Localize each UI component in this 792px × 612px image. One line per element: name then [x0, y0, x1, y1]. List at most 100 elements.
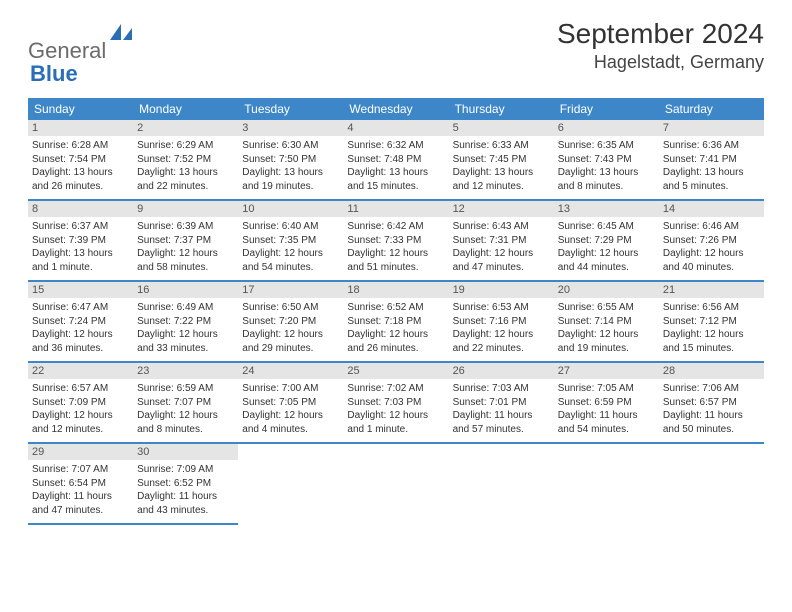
weekday-label: Thursday — [449, 98, 554, 120]
day-details: Sunrise: 6:52 AMSunset: 7:18 PMDaylight:… — [347, 301, 444, 355]
day-cell: 15Sunrise: 6:47 AMSunset: 7:24 PMDayligh… — [28, 282, 133, 361]
sunrise-text: Sunrise: 6:46 AM — [663, 220, 760, 234]
day-details: Sunrise: 6:36 AMSunset: 7:41 PMDaylight:… — [663, 139, 760, 193]
day-cell: 12Sunrise: 6:43 AMSunset: 7:31 PMDayligh… — [449, 201, 554, 280]
location: Hagelstadt, Germany — [557, 52, 764, 73]
sunrise-text: Sunrise: 6:52 AM — [347, 301, 444, 315]
daylight-text: Daylight: 13 hours and 15 minutes. — [347, 166, 444, 193]
month-title: September 2024 — [557, 18, 764, 50]
daylight-text: Daylight: 12 hours and 40 minutes. — [663, 247, 760, 274]
day-number: 20 — [554, 282, 659, 298]
sunrise-text: Sunrise: 6:56 AM — [663, 301, 760, 315]
day-cell: 24 Sunrise: 7:00 AMSunset: 7:05 PMDayligh… — [238, 363, 343, 442]
daylight-text: Daylight: 13 hours and 1 minute. — [32, 247, 129, 274]
sunrise-text: Sunrise: 6:57 AM — [32, 382, 129, 396]
day-cell: 27Sunrise: 7:05 AMSunset: 6:59 PMDayligh… — [554, 363, 659, 442]
day-details: Sunrise: 6:32 AMSunset: 7:48 PMDaylight:… — [347, 139, 444, 193]
day-cell: 8Sunrise: 6:37 AMSunset: 7:39 PMDaylight… — [28, 201, 133, 280]
day-number: 24 — [238, 363, 343, 379]
day-details: Sunrise: 6:57 AMSunset: 7:09 PMDaylight:… — [32, 382, 129, 436]
sunrise-text: Sunrise: 6:43 AM — [453, 220, 550, 234]
week-row: 1Sunrise: 6:28 AMSunset: 7:54 PMDaylight… — [28, 120, 764, 201]
sunrise-text: Sunrise: 7:00 AM — [242, 382, 339, 396]
daylight-text: Daylight: 12 hours and 19 minutes. — [558, 328, 655, 355]
day-cell: 13Sunrise: 6:45 AMSunset: 7:29 PMDayligh… — [554, 201, 659, 280]
day-cell: 23 Sunrise: 6:59 AMSunset: 7:07 PMDayligh… — [133, 363, 238, 442]
day-number: 2 — [133, 120, 238, 136]
day-cell: 17Sunrise: 6:50 AMSunset: 7:20 PMDayligh… — [238, 282, 343, 361]
day-number: 28 — [659, 363, 764, 379]
day-number: 13 — [554, 201, 659, 217]
day-details: Sunrise: 6:35 AMSunset: 7:43 PMDaylight:… — [558, 139, 655, 193]
day-cell: 21Sunrise: 6:56 AMSunset: 7:12 PMDayligh… — [659, 282, 764, 361]
day-cell: 19Sunrise: 6:53 AMSunset: 7:16 PMDayligh… — [449, 282, 554, 361]
sunset-text: Sunset: 6:57 PM — [663, 396, 760, 410]
day-details: Sunrise: 6:42 AMSunset: 7:33 PMDaylight:… — [347, 220, 444, 274]
sunrise-text: Sunrise: 6:37 AM — [32, 220, 129, 234]
day-number: 30 — [133, 444, 238, 460]
day-number: 12 — [449, 201, 554, 217]
daylight-text: Daylight: 12 hours and 4 minutes. — [242, 409, 339, 436]
day-details: Sunrise: 6:53 AMSunset: 7:16 PMDaylight:… — [453, 301, 550, 355]
sunset-text: Sunset: 7:14 PM — [558, 315, 655, 329]
daylight-text: Daylight: 13 hours and 12 minutes. — [453, 166, 550, 193]
daylight-text: Daylight: 12 hours and 15 minutes. — [663, 328, 760, 355]
sunrise-text: Sunrise: 6:49 AM — [137, 301, 234, 315]
daylight-text: Daylight: 12 hours and 58 minutes. — [137, 247, 234, 274]
day-details: Sunrise: 7:06 AMSunset: 6:57 PMDaylight:… — [663, 382, 760, 436]
sunset-text: Sunset: 6:59 PM — [558, 396, 655, 410]
day-details: Sunrise: 6:55 AMSunset: 7:14 PMDaylight:… — [558, 301, 655, 355]
sunrise-text: Sunrise: 6:55 AM — [558, 301, 655, 315]
daylight-text: Daylight: 12 hours and 36 minutes. — [32, 328, 129, 355]
sunset-text: Sunset: 7:18 PM — [347, 315, 444, 329]
sunset-text: Sunset: 7:45 PM — [453, 153, 550, 167]
day-details: Sunrise: 6:46 AMSunset: 7:26 PMDaylight:… — [663, 220, 760, 274]
daylight-text: Daylight: 13 hours and 22 minutes. — [137, 166, 234, 193]
sunset-text: Sunset: 7:35 PM — [242, 234, 339, 248]
sunset-text: Sunset: 7:05 PM — [242, 396, 339, 410]
logo-text-blue: Blue — [30, 61, 78, 86]
day-details: Sunrise: 6:29 AMSunset: 7:52 PMDaylight:… — [137, 139, 234, 193]
day-details: Sunrise: 7:00 AMSunset: 7:05 PMDaylight:… — [242, 382, 339, 436]
sunset-text: Sunset: 7:43 PM — [558, 153, 655, 167]
daylight-text: Daylight: 13 hours and 19 minutes. — [242, 166, 339, 193]
calendar: Sunday Monday Tuesday Wednesday Thursday… — [28, 98, 764, 525]
day-cell: 6Sunrise: 6:35 AMSunset: 7:43 PMDaylight… — [554, 120, 659, 199]
daylight-text: Daylight: 11 hours and 57 minutes. — [453, 409, 550, 436]
weekday-label: Tuesday — [238, 98, 343, 120]
week-row: 29 Sunrise: 7:07 AMSunset: 6:54 PMDayligh… — [28, 444, 764, 525]
sunset-text: Sunset: 7:37 PM — [137, 234, 234, 248]
sunrise-text: Sunrise: 7:03 AM — [453, 382, 550, 396]
day-details: Sunrise: 7:03 AMSunset: 7:01 PMDaylight:… — [453, 382, 550, 436]
day-cell: 5Sunrise: 6:33 AMSunset: 7:45 PMDaylight… — [449, 120, 554, 199]
sunrise-text: Sunrise: 6:45 AM — [558, 220, 655, 234]
day-cell — [659, 444, 764, 525]
sunrise-text: Sunrise: 7:07 AM — [32, 463, 129, 477]
daylight-text: Daylight: 11 hours and 54 minutes. — [558, 409, 655, 436]
day-cell: 29 Sunrise: 7:07 AMSunset: 6:54 PMDayligh… — [28, 444, 133, 525]
sunset-text: Sunset: 7:50 PM — [242, 153, 339, 167]
week-row: 8Sunrise: 6:37 AMSunset: 7:39 PMDaylight… — [28, 201, 764, 282]
sunrise-text: Sunrise: 6:29 AM — [137, 139, 234, 153]
weekday-label: Friday — [554, 98, 659, 120]
day-number: 27 — [554, 363, 659, 379]
sunset-text: Sunset: 7:03 PM — [347, 396, 444, 410]
day-cell — [238, 444, 343, 525]
weekday-label: Wednesday — [343, 98, 448, 120]
day-number: 5 — [449, 120, 554, 136]
day-number: 29 — [28, 444, 133, 460]
day-details: Sunrise: 6:59 AMSunset: 7:07 PMDaylight:… — [137, 382, 234, 436]
day-details: Sunrise: 6:49 AMSunset: 7:22 PMDaylight:… — [137, 301, 234, 355]
header: General Blue September 2024 Hagelstadt, … — [28, 18, 764, 86]
day-details: Sunrise: 7:02 AMSunset: 7:03 PMDaylight:… — [347, 382, 444, 436]
day-details: Sunrise: 6:28 AMSunset: 7:54 PMDaylight:… — [32, 139, 129, 193]
day-cell: 9Sunrise: 6:39 AMSunset: 7:37 PMDaylight… — [133, 201, 238, 280]
day-details: Sunrise: 7:07 AMSunset: 6:54 PMDaylight:… — [32, 463, 129, 517]
day-details: Sunrise: 6:50 AMSunset: 7:20 PMDaylight:… — [242, 301, 339, 355]
weekday-label: Sunday — [28, 98, 133, 120]
day-number: 23 — [133, 363, 238, 379]
day-number: 15 — [28, 282, 133, 298]
day-number: 10 — [238, 201, 343, 217]
sunrise-text: Sunrise: 6:35 AM — [558, 139, 655, 153]
sunset-text: Sunset: 7:39 PM — [32, 234, 129, 248]
